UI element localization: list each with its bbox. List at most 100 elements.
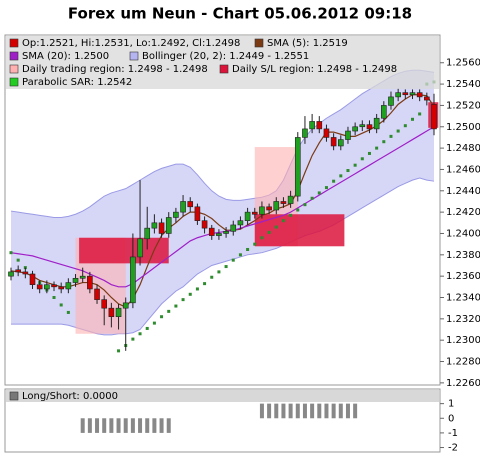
candle-body	[395, 92, 401, 98]
candle-body	[352, 126, 358, 132]
candle-body	[15, 269, 21, 273]
y-tick-label: 1.2340	[446, 293, 480, 304]
sma-line	[10, 94, 435, 308]
legend-swatch	[254, 38, 264, 48]
legend-swatch	[9, 51, 19, 61]
signal-bar	[80, 418, 85, 433]
y-tick-label: -2	[448, 443, 458, 454]
region-box	[79, 237, 169, 264]
sar-dot	[181, 298, 185, 302]
sar-dot	[375, 146, 379, 150]
sar-dot	[310, 196, 314, 200]
candle-body	[402, 92, 409, 96]
signal-bar	[102, 418, 107, 433]
candle-body	[259, 206, 265, 215]
candle-body	[180, 201, 186, 213]
y-tick-label: 1.2420	[446, 207, 480, 218]
signal-bar	[145, 418, 150, 433]
candle-body	[29, 273, 36, 285]
y-tick-label: 1.2380	[446, 250, 480, 261]
y-tick-label: 1.2320	[446, 314, 480, 325]
sar-dot	[253, 242, 257, 246]
sar-dot	[396, 129, 400, 133]
signal-bar	[267, 403, 272, 419]
sar-dot	[238, 253, 242, 257]
y-tick-label: 1.2300	[446, 335, 480, 346]
sar-dot	[367, 151, 371, 155]
y-tick-label: 1.2280	[446, 357, 480, 368]
y-tick-label: 1.2400	[446, 228, 480, 239]
candle-body	[58, 286, 64, 290]
y-tick-label: 1.2460	[446, 164, 480, 175]
sar-dot	[403, 124, 407, 128]
sar-dot	[360, 157, 364, 161]
signal-bar	[166, 418, 171, 433]
signal-bar	[259, 403, 264, 419]
signal-bar	[130, 418, 135, 433]
y-tick-label: 1.2520	[446, 100, 480, 111]
candle-body	[65, 282, 72, 290]
candle-body	[151, 222, 158, 229]
legend-label: SMA (20): 1.2500	[22, 51, 109, 62]
sar-dot	[160, 315, 164, 319]
sar-dot	[246, 247, 250, 251]
legend-label: Bollinger (20, 2): 1.2449 - 1.2551	[142, 51, 309, 62]
sar-dot	[210, 275, 214, 279]
candle-body	[302, 128, 308, 138]
signal-bar	[317, 403, 322, 419]
sar-dot	[382, 140, 386, 144]
y-tick-label: 0	[448, 413, 454, 424]
legend-label: Parabolic SAR: 1.2542	[22, 77, 132, 88]
signal-bar	[123, 418, 128, 433]
sar-dot	[66, 310, 70, 314]
sar-dot	[203, 282, 207, 286]
candle-body	[309, 121, 315, 130]
candle-body	[208, 227, 215, 236]
candle-body	[87, 275, 93, 290]
candle-body	[431, 104, 437, 130]
sma-line	[10, 126, 435, 288]
candle-body	[366, 124, 373, 130]
y-tick-label: 1.2480	[446, 143, 480, 154]
sar-dot	[317, 191, 321, 195]
signal-bar	[95, 418, 100, 433]
sar-dot	[346, 169, 350, 173]
candle-body	[273, 201, 280, 211]
candle-body	[316, 121, 323, 130]
legend-swatch	[9, 64, 19, 74]
y-tick-label: 1.2440	[446, 186, 480, 197]
sar-dot	[188, 292, 192, 296]
legend-swatch	[9, 77, 19, 87]
y-tick-label: 1.2260	[446, 378, 480, 389]
signal-bar	[281, 403, 286, 419]
legend-box	[6, 390, 439, 402]
y-tick-label: 1.2500	[446, 122, 480, 133]
y-tick-label: -1	[448, 428, 458, 439]
legend-swatch	[129, 51, 139, 61]
signal-bar	[345, 403, 350, 419]
sar-dot	[195, 287, 199, 291]
candle-body	[22, 271, 29, 275]
signal-bar	[302, 403, 307, 419]
sar-dot	[267, 230, 271, 234]
sar-dot	[303, 203, 307, 207]
sar-dot	[332, 179, 336, 183]
candle-body	[173, 211, 179, 218]
y-tick-label: 1.2560	[446, 58, 480, 69]
candle-body	[244, 211, 251, 221]
sar-dot	[410, 117, 414, 121]
signal-bar	[295, 403, 300, 419]
signal-bar	[152, 418, 157, 433]
candle-body	[345, 130, 351, 140]
legend-label: Op:1.2521, Hi:1.2531, Lo:1.2492, Cl:1.24…	[22, 38, 240, 49]
signal-bar	[288, 403, 293, 419]
candle-body	[388, 96, 394, 106]
legend-label: SMA (5): 1.2519	[267, 38, 348, 49]
candle-body	[94, 288, 100, 300]
candle-body	[287, 195, 294, 204]
candle-body	[424, 96, 430, 101]
candle-body	[101, 299, 108, 309]
sar-dot	[9, 251, 13, 255]
legend-label: Daily trading region: 1.2498 - 1.2498	[22, 64, 208, 75]
signal-bar	[109, 418, 114, 433]
